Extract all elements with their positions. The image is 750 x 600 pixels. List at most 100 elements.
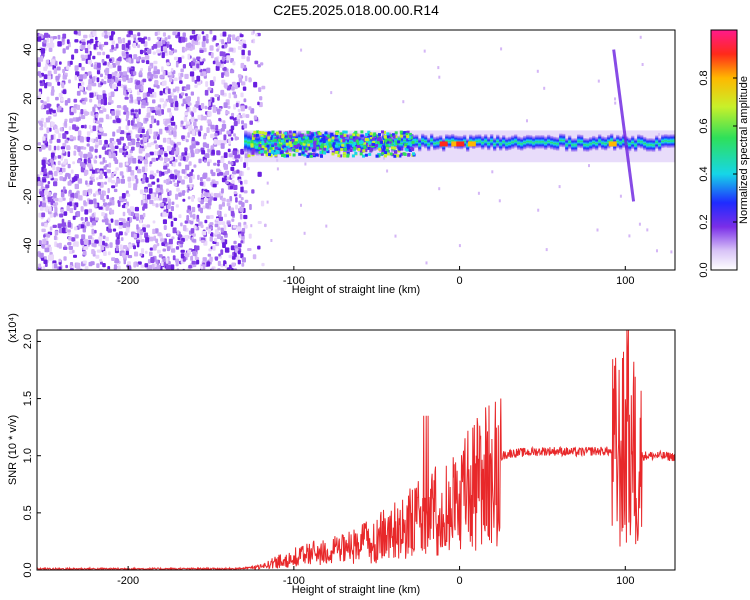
spectrogram-cell bbox=[224, 44, 227, 49]
spectrogram-cell bbox=[222, 242, 226, 248]
spectrogram-cell bbox=[84, 217, 88, 223]
spectrogram-cell bbox=[95, 254, 100, 259]
spectrogram-cell bbox=[190, 35, 194, 39]
spectrogram-cell bbox=[122, 77, 127, 82]
spectrogram-band-slice bbox=[307, 132, 311, 152]
spectrogram-cell bbox=[140, 239, 145, 243]
spectrogram-cell bbox=[141, 100, 146, 106]
spectrogram-cell bbox=[57, 145, 60, 151]
spectrogram-cell bbox=[378, 147, 382, 151]
spectrogram-cell bbox=[108, 97, 112, 103]
spectrogram-cell bbox=[135, 215, 139, 221]
spectrogram-cell bbox=[386, 132, 390, 136]
spectrogram-cell bbox=[239, 214, 243, 220]
spectrogram-cell bbox=[230, 137, 234, 141]
spectrogram-cell bbox=[217, 163, 220, 167]
spectrogram-cell bbox=[249, 78, 252, 82]
spectrogram-cell bbox=[202, 142, 207, 148]
spectrogram-cell bbox=[45, 63, 48, 70]
spectrogram-band-slice bbox=[652, 138, 656, 152]
spectrogram-cell bbox=[458, 244, 461, 248]
spectrogram-cell bbox=[270, 239, 273, 242]
spectrogram-cell bbox=[125, 151, 129, 155]
spectrogram-hotspot bbox=[467, 141, 476, 147]
spectrogram-cell bbox=[261, 140, 265, 144]
spectrogram-cell bbox=[157, 42, 161, 48]
spectrogram-cell bbox=[169, 50, 174, 56]
spectrogram-cell bbox=[185, 125, 188, 129]
spectrogram-cell bbox=[293, 142, 297, 145]
spectrogram-cell bbox=[103, 190, 106, 196]
spectrogram-cell bbox=[232, 61, 236, 66]
spectrogram-cell bbox=[66, 39, 70, 44]
spectrogram-cell bbox=[233, 133, 236, 137]
spectrogram-cell bbox=[192, 233, 196, 237]
spectrogram-cell bbox=[98, 206, 103, 210]
spectrogram-cell bbox=[298, 152, 302, 156]
snr-series-line bbox=[37, 330, 675, 570]
spectrogram-cell bbox=[491, 170, 494, 174]
spectrogram-cell bbox=[247, 248, 252, 251]
spectrogram-cell bbox=[187, 53, 191, 60]
spectrogram-band-slice bbox=[466, 138, 470, 152]
spectrogram-cell bbox=[139, 70, 142, 75]
spectrogram-cell bbox=[330, 132, 334, 136]
spectrogram-cell bbox=[437, 66, 440, 70]
spectrogram-cell bbox=[160, 45, 164, 52]
spectrogram-cell bbox=[88, 79, 92, 85]
spectrogram-cell bbox=[39, 191, 44, 195]
spectrogram-cell bbox=[205, 38, 209, 44]
spectrogram-cell bbox=[320, 145, 324, 149]
spectrogram-cell bbox=[386, 169, 389, 173]
spectrogram-cell bbox=[162, 257, 166, 262]
spectrogram-cell bbox=[149, 161, 153, 165]
spectrogram-band-slice bbox=[544, 136, 548, 150]
spectrogram-cell bbox=[193, 34, 197, 41]
spectrogram-band-slice bbox=[298, 131, 302, 151]
spectrogram-cell bbox=[288, 153, 292, 157]
spectrogram-cell bbox=[389, 152, 393, 156]
spectrogram-cell bbox=[334, 144, 338, 148]
spectrogram-cell bbox=[300, 133, 304, 137]
spectrogram-cell bbox=[413, 138, 417, 142]
spectrogram-cell bbox=[184, 112, 189, 116]
spectrogram-cell bbox=[185, 96, 189, 102]
spectrogram-band-slice bbox=[571, 138, 575, 152]
spectrogram-cell bbox=[37, 61, 41, 67]
spectrogram-cell bbox=[67, 242, 72, 246]
spectrogram-cell bbox=[82, 73, 87, 79]
spectrogram-cell bbox=[383, 154, 387, 158]
spectrogram-cell bbox=[185, 93, 188, 97]
spectrogram-cell bbox=[165, 257, 169, 264]
spectrogram-cell bbox=[259, 96, 263, 101]
spectrogram-cell bbox=[180, 120, 184, 125]
spectrogram-cell bbox=[364, 148, 368, 152]
spectrogram-cell bbox=[102, 157, 106, 163]
spectrogram-band-slice bbox=[664, 134, 668, 148]
spectrogram-cell bbox=[343, 154, 347, 158]
spectrogram-cell bbox=[42, 266, 46, 270]
spectrogram-cell bbox=[135, 113, 139, 118]
spectrogram-cell bbox=[63, 246, 68, 250]
spectrogram-cell bbox=[368, 141, 372, 145]
spectrogram-cell bbox=[253, 130, 257, 134]
spectrogram-cell bbox=[94, 148, 98, 153]
spectrogram-cell bbox=[88, 199, 93, 205]
spectrogram-cell bbox=[62, 149, 65, 154]
spectrogram-cell bbox=[71, 237, 76, 242]
spectrogram-cell bbox=[98, 139, 102, 146]
spectrogram-cell bbox=[168, 211, 173, 218]
spectrogram-band-slice bbox=[610, 133, 614, 147]
spectrogram-cell bbox=[217, 268, 221, 270]
spectrogram-cell bbox=[203, 159, 207, 163]
spectrogram-cell bbox=[53, 68, 58, 74]
spectrogram-cell bbox=[37, 36, 42, 42]
spectrogram-cell bbox=[273, 135, 277, 139]
x-tick-label: 0 bbox=[457, 575, 463, 587]
spectrogram-cell bbox=[149, 247, 154, 251]
spectrogram-cell bbox=[220, 143, 225, 149]
spectrogram-cell bbox=[173, 217, 178, 221]
spectrogram-cell bbox=[315, 141, 319, 145]
spectrogram-cell bbox=[179, 80, 183, 84]
spectrogram-cell bbox=[84, 111, 88, 116]
